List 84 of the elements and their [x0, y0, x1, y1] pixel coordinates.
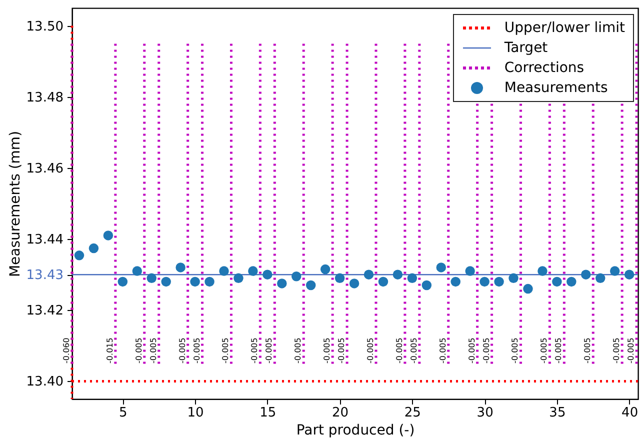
point: [306, 280, 316, 290]
annotation: -0.005: [264, 338, 274, 364]
point: [349, 278, 360, 288]
point: [334, 273, 345, 284]
point: [538, 266, 548, 276]
annotation: -0.005: [409, 338, 418, 364]
annotation: -0.005: [583, 338, 592, 364]
point: [190, 276, 200, 287]
point: [74, 250, 84, 260]
point: [88, 243, 99, 254]
annotation: -0.005: [250, 338, 260, 364]
y-axis-title: Measurements (mm): [7, 130, 24, 278]
x-tick-label: 30: [476, 406, 494, 420]
point: [234, 273, 244, 284]
point: [292, 272, 302, 282]
point: [422, 280, 432, 290]
point: [277, 278, 287, 288]
y-tick-label: 13.42: [26, 304, 64, 319]
point: [552, 276, 562, 287]
annotation: -0.005: [178, 338, 187, 364]
point: [132, 266, 142, 276]
x-tick-label: 40: [622, 406, 638, 420]
point: [407, 273, 418, 284]
y-tick-label: 13.48: [26, 90, 64, 106]
annotation: -0.005: [192, 338, 202, 364]
point: [320, 264, 330, 274]
x-tick-label: 20: [332, 406, 349, 420]
point: [378, 276, 388, 287]
annotation: -0.005: [612, 338, 622, 364]
point: [480, 276, 490, 287]
ref-line-label: Upper/lower limit: [504, 20, 625, 36]
point: [118, 276, 128, 287]
y-tick-label: 13.46: [26, 161, 64, 176]
annotation: -0.005: [510, 338, 520, 364]
point: [436, 262, 446, 272]
annotation: -0.005: [438, 338, 448, 364]
point: [103, 230, 114, 240]
x-tick-label: 35: [549, 406, 566, 420]
y-tick-label: 13.43: [26, 268, 64, 284]
annotation: -0.005: [134, 338, 144, 364]
point: [566, 276, 576, 287]
annotation: -0.005: [540, 338, 549, 364]
y-tick-label: 13.44: [26, 232, 64, 248]
point: [465, 266, 475, 276]
annotation: -0.005: [554, 338, 564, 364]
point: [204, 276, 214, 287]
annotation: -0.005: [148, 338, 158, 364]
point: [161, 276, 171, 287]
point: [146, 273, 156, 284]
point: [595, 273, 606, 284]
point: [176, 262, 186, 272]
annotation: -0.005: [221, 338, 230, 364]
point: [624, 270, 634, 280]
legend-label: Target: [504, 40, 548, 56]
point: [494, 276, 504, 287]
legend-label: Measurements: [504, 80, 608, 96]
x-axis-title: Part produced (-): [296, 422, 415, 438]
point: [248, 266, 258, 276]
annotation: -0.005: [394, 338, 404, 364]
point: [523, 284, 533, 294]
x-tick-label: 10: [187, 406, 204, 420]
x-tick-label: 5: [119, 406, 128, 420]
annotation: -0.005: [294, 338, 303, 364]
point: [610, 266, 620, 276]
annotation: -0.015: [105, 338, 114, 364]
x-tick-label: 15: [260, 406, 276, 420]
annotation: -0.005: [467, 338, 476, 364]
x-tick-label: 25: [404, 406, 421, 420]
annotation: -0.060: [62, 338, 71, 364]
y-tick-label: 13.40: [26, 374, 64, 390]
point: [508, 273, 518, 284]
annotation: -0.005: [482, 338, 491, 364]
point: [392, 270, 403, 280]
annotation: -0.005: [337, 338, 346, 364]
point: [450, 276, 460, 287]
annotation: -0.005: [626, 338, 636, 364]
point: [219, 266, 229, 276]
y-tick-label: 13.50: [26, 19, 64, 34]
point: [262, 270, 272, 280]
point: [364, 270, 374, 280]
annotation: Corrections: [504, 60, 584, 76]
annotation: -0.005: [322, 338, 332, 364]
point: [581, 270, 591, 280]
annotation: -0.005: [366, 338, 375, 364]
